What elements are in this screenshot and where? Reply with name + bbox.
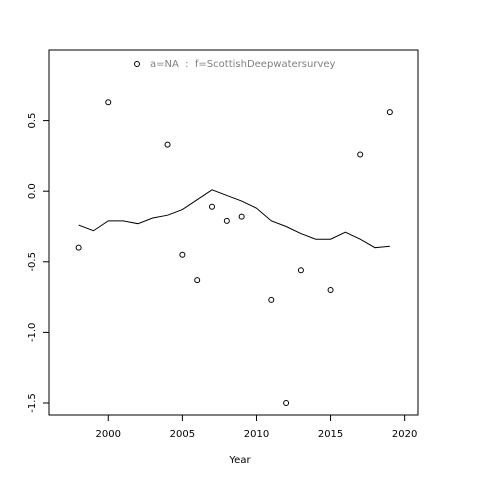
legend-label: a=NA : f=ScottishDeepwatersurvey xyxy=(150,59,336,70)
x-tick-label: 2020 xyxy=(392,429,417,440)
x-tick-label: 2015 xyxy=(318,429,343,440)
plot-frame xyxy=(48,49,419,416)
point xyxy=(75,244,82,251)
point xyxy=(327,287,334,294)
point xyxy=(357,151,364,158)
y-tick-label: -0.5 xyxy=(27,252,38,272)
point xyxy=(238,213,245,220)
x-tick-label: 2005 xyxy=(170,429,195,440)
legend-marker xyxy=(134,61,140,67)
point xyxy=(194,277,201,284)
point xyxy=(209,203,216,210)
y-tick-label: -1.5 xyxy=(27,393,38,413)
line xyxy=(78,189,390,249)
point xyxy=(179,251,186,258)
point xyxy=(297,267,304,274)
point xyxy=(283,399,290,406)
x-tick-label: 2000 xyxy=(96,429,121,440)
point xyxy=(386,109,393,116)
x-axis-label: Year xyxy=(228,455,251,466)
x-tick-label: 2010 xyxy=(244,429,269,440)
point xyxy=(268,296,275,303)
y-tick-label: 0.0 xyxy=(27,183,38,199)
point xyxy=(105,99,112,106)
y-tick-label: -1.0 xyxy=(27,323,38,343)
point xyxy=(223,217,230,224)
y-tick-label: 0.5 xyxy=(27,113,38,129)
point xyxy=(164,141,171,148)
